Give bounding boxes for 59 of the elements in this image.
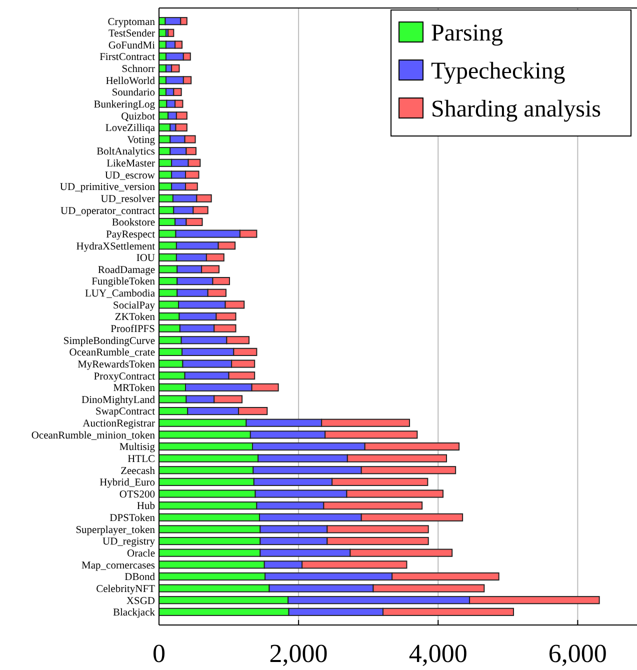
y-tick-label: UD_primitive_version — [60, 182, 156, 194]
y-tick-label: LoveZilliqa — [105, 123, 156, 134]
y-tick-label: UD_escrow — [104, 170, 156, 182]
bar — [168, 28, 174, 37]
x-tick-label: 0 — [152, 639, 166, 668]
x-tick-label: 4,000 — [408, 639, 468, 668]
y-tick-label: Zeecash — [120, 466, 156, 477]
y-tick-label: UD_operator_contract — [60, 206, 156, 217]
y-tick-label: SwapContract — [96, 406, 156, 418]
y-tick-label: HTLC — [128, 454, 155, 465]
y-tick-label: DinoMightyLand — [82, 394, 156, 406]
y-tick-label: ProofIPFS — [110, 324, 156, 335]
y-tick-label: ZKToken — [114, 312, 156, 324]
x-tick-label: 2,000 — [269, 639, 328, 668]
y-tick-label: RoadDamage — [98, 264, 156, 276]
y-tick-label: Soundario — [112, 88, 155, 99]
legend-label: Parsing — [431, 20, 503, 46]
y-tick-label: UD_registry — [102, 536, 156, 548]
x-tick-label: 6,000 — [548, 639, 607, 668]
y-tick-label: Schnorr — [122, 64, 156, 76]
y-tick-label: DBond — [124, 572, 156, 584]
y-tick-label: CelebrityNFT — [96, 584, 156, 595]
y-tick-label: Voting — [127, 134, 156, 146]
y-tick-label: DPSToken — [110, 513, 156, 524]
y-tick-label: XSGD — [126, 596, 156, 607]
y-tick-label: AuctionRegistrar — [82, 418, 156, 430]
y-tick-label: PayRespect — [106, 229, 156, 240]
y-tick-label: OceanRumble_minion_token — [31, 430, 156, 442]
y-tick-label: Hybrid_Euro — [100, 478, 155, 489]
legend-label: Typechecking — [431, 58, 566, 84]
y-tick-label: LUY_Cambodia — [85, 288, 156, 300]
y-tick-label: HydraXSettlement — [76, 241, 156, 252]
y-tick-label: ProxyContract — [94, 371, 156, 382]
y-tick-label: OTS200 — [119, 489, 155, 500]
legend-label: Sharding analysis — [431, 96, 601, 122]
y-tick-label: OceanRumble_crate — [69, 348, 156, 359]
y-tick-label: Map_cornercases — [82, 560, 155, 572]
y-tick-label: BunkeringLog — [94, 99, 156, 110]
y-tick-label: FirstContract — [100, 52, 156, 64]
y-tick-label: Blackjack — [113, 608, 156, 619]
y-tick-label: Quizbot — [121, 111, 156, 122]
y-tick-label: BoltAnalytics — [96, 146, 155, 158]
y-tick-label: Multisig — [119, 442, 156, 454]
y-tick-label: MRToken — [113, 383, 156, 394]
y-tick-label: TestSender — [108, 28, 156, 40]
y-tick-label: Oracle — [127, 548, 156, 560]
y-tick-label: IOU — [136, 253, 156, 264]
y-tick-label: SocialPay — [113, 300, 156, 312]
y-tick-label: UD_resolver — [100, 194, 156, 206]
y-tick-label: SimpleBondingCurve — [63, 336, 156, 347]
y-tick-label: Hub — [136, 501, 155, 512]
y-tick-label: MyRewardsToken — [78, 359, 156, 370]
y-tick-label: GoFundMi — [108, 40, 156, 52]
y-tick-label: LikeMaster — [106, 158, 156, 170]
y-tick-label: Superplayer_token — [76, 524, 156, 536]
y-tick-label: Bookstore — [112, 218, 156, 229]
y-tick-label: FungibleToken — [92, 276, 156, 288]
y-tick-label: Cryptoman — [108, 16, 156, 28]
y-tick-label: HelloWorld — [106, 76, 156, 87]
